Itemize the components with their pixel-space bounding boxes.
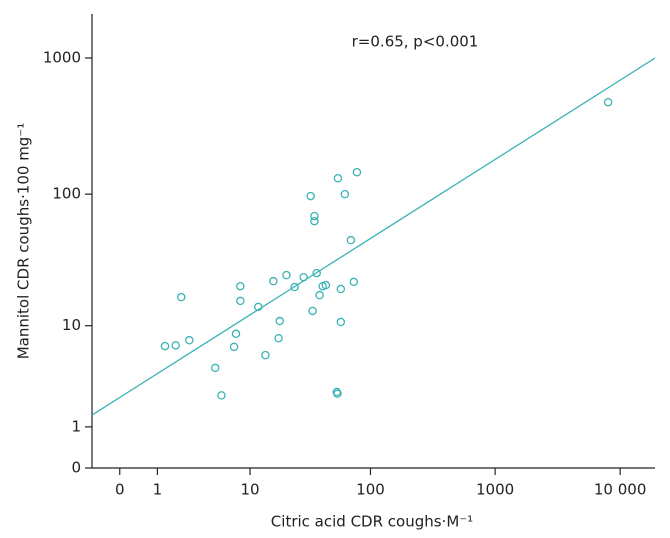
- point: [269, 276, 278, 286]
- point: [229, 342, 239, 352]
- point: [352, 167, 362, 177]
- point: [321, 280, 331, 290]
- point: [336, 284, 346, 294]
- point: [236, 296, 245, 306]
- y-axis-label: Mannitol CDR coughs·100 mg⁻¹: [15, 123, 33, 360]
- point: [346, 235, 356, 245]
- x-tick-label: 10: [240, 481, 259, 499]
- x-tick-label: 1: [153, 481, 163, 499]
- fit-line: [91, 57, 656, 416]
- point: [333, 173, 343, 183]
- point: [211, 363, 220, 373]
- point: [282, 270, 291, 280]
- point: [236, 281, 245, 291]
- x-axis-label: Citric acid CDR coughs·M⁻¹: [271, 513, 473, 531]
- x-tick-label: 100: [356, 481, 385, 499]
- point: [171, 341, 180, 350]
- y-tick-label: 100: [52, 185, 81, 203]
- point: [160, 341, 170, 351]
- point: [275, 316, 284, 326]
- point: [310, 211, 319, 221]
- point: [299, 272, 308, 282]
- point: [185, 336, 194, 345]
- point: [349, 277, 359, 287]
- point: [340, 189, 350, 199]
- point: [217, 391, 226, 400]
- x-tick-label: 1000: [476, 481, 514, 499]
- x-tick-label: 10 000: [594, 481, 647, 499]
- point: [306, 191, 315, 201]
- point: [290, 282, 299, 292]
- y-tick-label: 1: [71, 417, 81, 435]
- point: [333, 389, 342, 398]
- point: [315, 290, 324, 300]
- point: [261, 350, 270, 360]
- point: [312, 268, 321, 278]
- annotation: r=0.65, p<0.001: [352, 33, 479, 51]
- y-tick-label: 1000: [43, 48, 81, 66]
- x-tick-label: 0: [115, 481, 125, 499]
- point: [603, 97, 613, 107]
- point: [231, 329, 241, 339]
- point: [336, 317, 346, 327]
- point: [310, 216, 319, 226]
- point: [274, 334, 283, 343]
- y-tick-label: 0: [71, 459, 81, 477]
- point: [308, 306, 317, 316]
- point: [254, 302, 263, 312]
- y-tick-label: 10: [62, 316, 81, 334]
- point: [176, 292, 186, 302]
